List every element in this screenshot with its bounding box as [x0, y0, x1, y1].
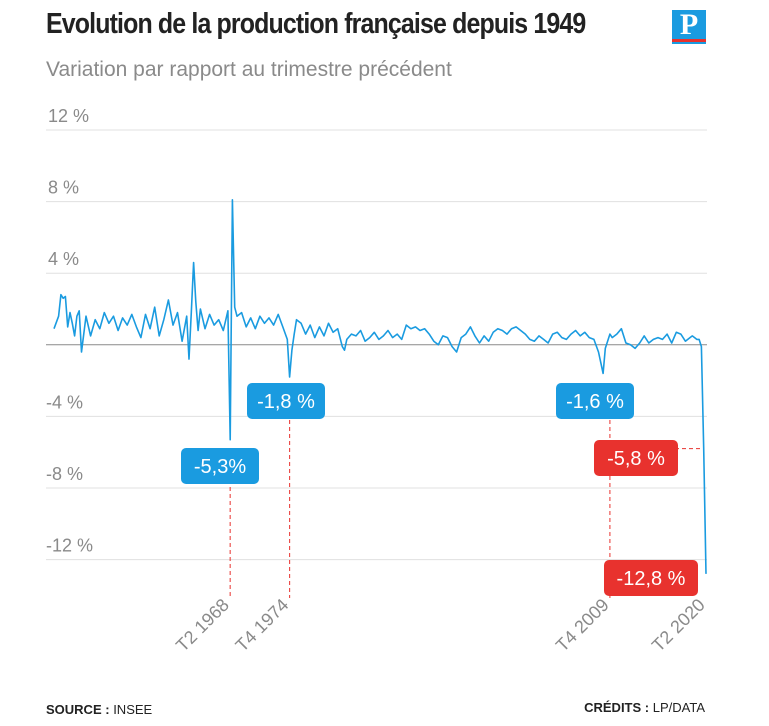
source-label: SOURCE :	[46, 702, 110, 717]
logo-icon: P	[672, 10, 706, 44]
credits-note: CRÉDITS : LP/DATA	[584, 700, 705, 715]
credits-label: CRÉDITS :	[584, 700, 650, 715]
data-label-box	[247, 383, 325, 419]
series-line	[53, 199, 707, 574]
y-tick-label: 4 %	[48, 249, 79, 269]
data-label: -5,8 %	[594, 440, 678, 476]
data-label: -12,8 %	[604, 560, 698, 596]
x-tick-label: T4 2009	[552, 595, 613, 656]
y-tick-label: -4 %	[46, 392, 83, 412]
y-tick-label: -12 %	[46, 536, 93, 556]
data-label-text: -1,6 %	[566, 391, 624, 413]
data-label-text: -1,8 %	[257, 391, 315, 413]
credits-value: LP/DATA	[652, 700, 705, 715]
data-label: -5,3%	[181, 448, 259, 484]
data-label-text: -5,8 %	[607, 448, 665, 470]
x-tick-label: T4 1974	[232, 595, 293, 656]
x-tick-label: T2 2020	[648, 595, 709, 656]
data-label-text: -5,3%	[194, 456, 246, 478]
chart-subtitle: Variation par rapport au trimestre précé…	[46, 58, 452, 81]
data-label-text: -12,8 %	[617, 568, 686, 590]
y-axis-ticks: 12 % 8 % 4 % -4 % -8 % -12 %	[46, 106, 93, 556]
y-tick-label: 8 %	[48, 178, 79, 198]
source-value: INSEE	[113, 702, 153, 717]
y-tick-label: -8 %	[46, 464, 83, 484]
source-note: SOURCE : INSEE	[46, 702, 152, 717]
page-title: Evolution de la production française dep…	[46, 8, 586, 40]
y-tick-label: 12 %	[48, 106, 89, 126]
line-chart: 12 % 8 % 4 % -4 % -8 % -12 % -5,3% -1,8 % -1,6 …	[46, 106, 709, 656]
logo-underline	[672, 39, 706, 42]
x-tick-label: T2 1968	[172, 595, 233, 656]
data-labels: -5,3% -1,8 % -1,6 % -5,8 % -12,8 %	[181, 383, 698, 596]
data-label-box	[556, 383, 634, 419]
chart-grid	[46, 129, 707, 561]
data-label-box	[181, 448, 259, 484]
data-label: -1,6 %	[556, 383, 634, 419]
data-label-box	[594, 440, 678, 476]
data-label: -1,8 %	[247, 383, 325, 419]
data-label-box	[604, 560, 698, 596]
